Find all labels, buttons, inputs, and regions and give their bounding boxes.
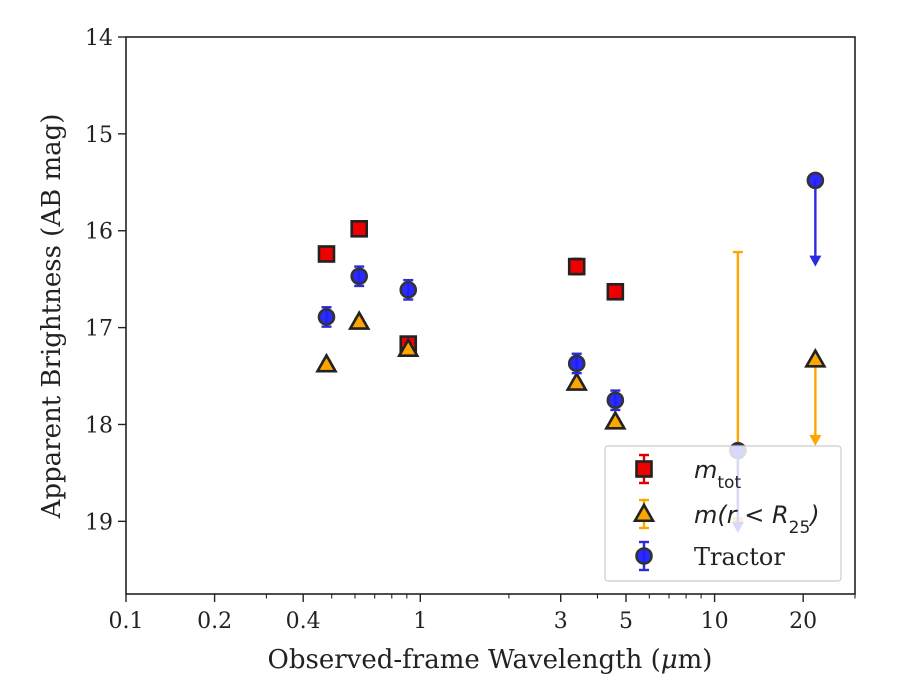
data-point-m_tot: [567, 257, 586, 276]
x-tick-label: 1: [413, 609, 427, 634]
legend-entry-tractor: Tractor: [635, 540, 785, 572]
data-point-m_tot: [606, 282, 625, 301]
y-tick-label: 16: [85, 220, 113, 245]
x-tick-label: 10: [701, 609, 729, 634]
data-point-m_tot: [350, 220, 368, 238]
x-tick-label: 5: [619, 609, 633, 634]
arrow-head: [809, 255, 822, 267]
data-point-tractor: [806, 171, 825, 190]
data-point-m_r25: [396, 337, 420, 357]
legend-box: [604, 445, 842, 582]
legend-marker-m_r25: [632, 502, 656, 523]
axes-border: [125, 36, 856, 595]
data-point-m_r25: [804, 347, 827, 368]
data-point-m_r25: [565, 371, 588, 391]
data-point-m_r25: [604, 409, 627, 430]
data-point-m_r25: [315, 352, 338, 373]
data-point-tractor: [317, 308, 336, 326]
series-m_tot: [317, 220, 625, 353]
legend-entry-m_tot: mtot: [635, 453, 741, 493]
data-point-m_r25: [347, 310, 371, 330]
data-point-tractor: [567, 354, 586, 373]
data-point-tractor: [606, 391, 625, 410]
x-tick-label: 20: [789, 609, 817, 634]
y-tick-label: 18: [85, 413, 113, 438]
axes-frame: [125, 36, 856, 595]
x-tick-label: 0.2: [197, 609, 232, 634]
y-tick-label: 17: [85, 317, 113, 342]
arrow-head: [809, 434, 822, 446]
legend-entry-m_r25: m(r < R25): [632, 498, 820, 538]
x-tick-label: 0.1: [109, 609, 144, 634]
y-tick-label: 15: [85, 123, 113, 148]
x-axis-label: Observed-frame Wavelength (μm): [268, 645, 713, 675]
data-point-m_tot: [317, 245, 336, 263]
legend-label-m_r25: m(r < R25): [694, 501, 820, 538]
x-tick-label: 3: [554, 609, 568, 634]
legend-label-tractor: Tractor: [694, 543, 785, 571]
plot-area: [315, 171, 827, 534]
axis-ticks: 0.1 0.2 0.4 1 3 5 10 20 14 15 16 17 18 19: [85, 26, 856, 634]
y-tick-label: 14: [85, 26, 113, 51]
x-tick-label: 0.4: [286, 609, 321, 634]
legend-marker-tractor: [635, 547, 653, 565]
legend: mtot m(r < R25) Tractor: [604, 445, 842, 582]
y-axis-label: Apparent Brightness (AB mag): [37, 114, 67, 520]
legend-marker-m_tot: [635, 460, 653, 478]
legend-label-m_tot: mtot: [694, 456, 741, 493]
y-tick-label: 19: [85, 510, 113, 535]
data-point-tractor: [350, 267, 368, 286]
data-point-tractor: [399, 281, 418, 299]
